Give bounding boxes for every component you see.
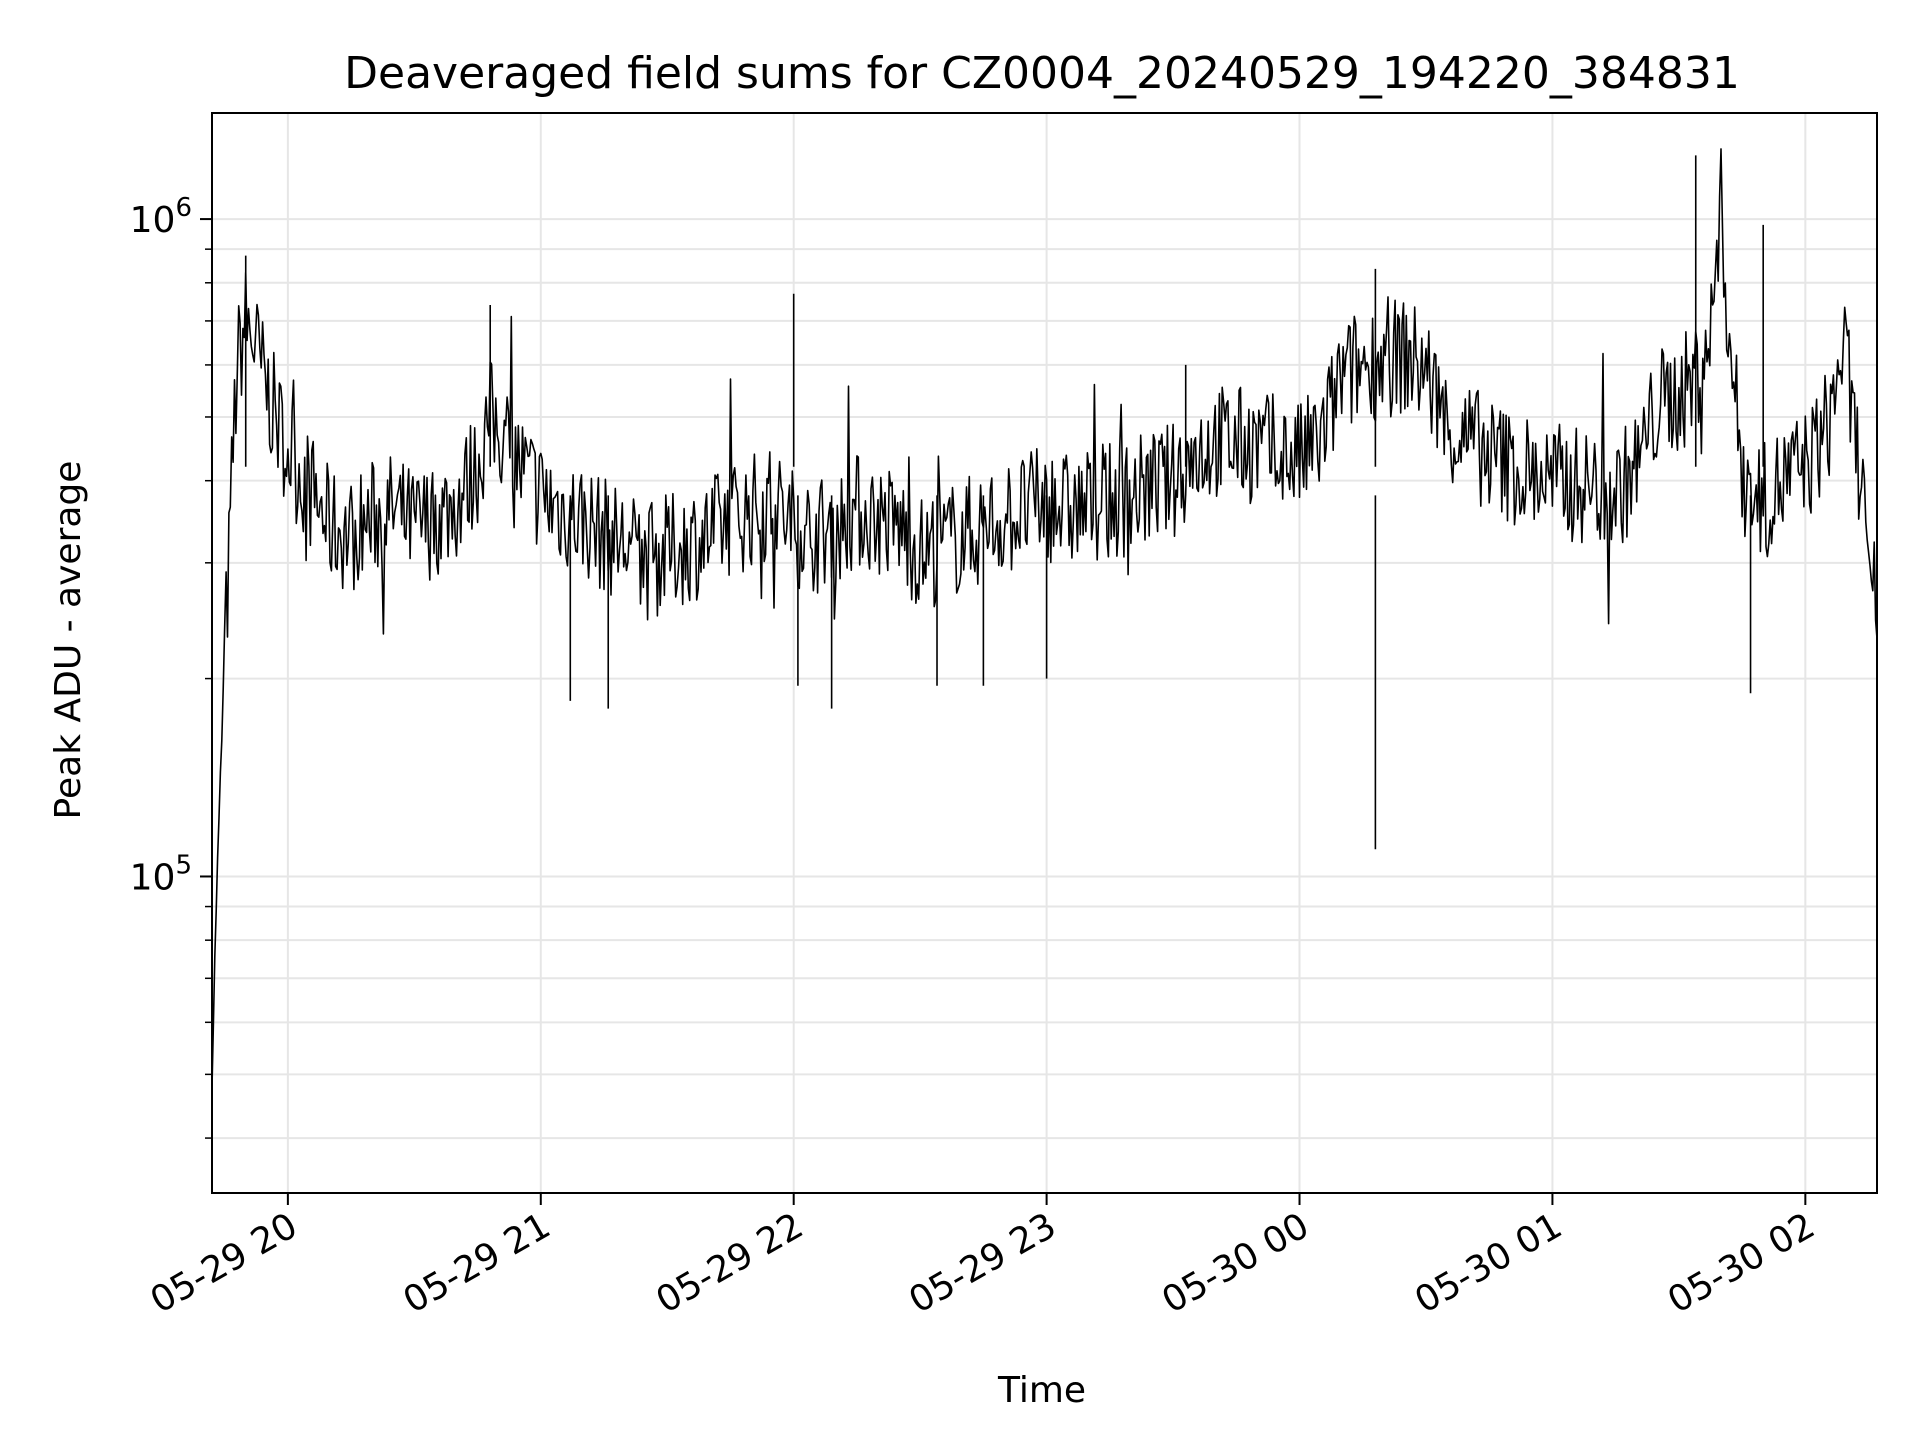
x-axis-label: Time [997, 1370, 1086, 1411]
y-tick-exponent: 6 [175, 193, 192, 223]
y-tick-label: 106 [130, 193, 192, 241]
data-layer [211, 148, 1878, 1088]
y-tick-label: 105 [130, 850, 192, 898]
chart-title: Deaveraged field sums for CZ0004_2024052… [344, 48, 1740, 99]
y-tick-base: 10 [130, 857, 176, 898]
grid-layer [212, 113, 1877, 1193]
plot-area-frame [211, 112, 1878, 1194]
y-tick-base: 10 [130, 200, 176, 241]
y-tick-exponent: 5 [175, 850, 192, 880]
y-axis-label: Peak ADU - average [48, 461, 89, 820]
